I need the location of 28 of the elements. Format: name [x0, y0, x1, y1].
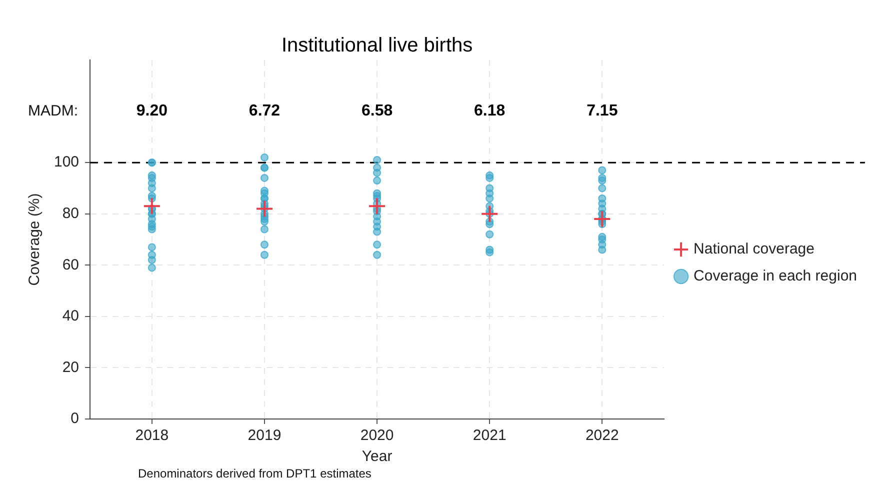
- text: Denominators derived from DPT1 estimates: [138, 466, 372, 480]
- y-axis-title: Coverage (%): [26, 193, 44, 286]
- y-tick-label: 0: [70, 410, 80, 428]
- x-axis-title: Year: [362, 448, 392, 466]
- point: [593, 210, 612, 228]
- annotation: 7.15: [586, 102, 618, 120]
- y-tick-label: 100: [54, 154, 80, 171]
- y-tick-label: 40: [62, 308, 80, 325]
- x-tick-label: 2020: [360, 427, 394, 444]
- x-tick-label: 2021: [472, 427, 506, 444]
- annotation: 6.58: [361, 102, 393, 120]
- point: [142, 197, 161, 216]
- y-tick-label: 80: [62, 205, 80, 222]
- x-tick-label: 2019: [248, 427, 282, 444]
- point: [480, 204, 499, 223]
- point: [368, 197, 386, 216]
- annotation: 6.72: [248, 102, 280, 120]
- y-tick-label: 60: [62, 256, 80, 274]
- x-tick-label: 2022: [585, 427, 619, 444]
- text: MADM:: [28, 102, 78, 120]
- annotation: 6.18: [474, 102, 506, 120]
- point: [255, 200, 274, 218]
- y-tick-label: 20: [62, 358, 80, 376]
- legend-label: Coverage in each region: [694, 268, 858, 285]
- annotation: 9.20: [136, 102, 168, 120]
- chart-title: Institutional live births: [281, 34, 473, 57]
- x-tick-label: 2018: [135, 427, 169, 444]
- legend-label: National coverage: [694, 240, 814, 258]
